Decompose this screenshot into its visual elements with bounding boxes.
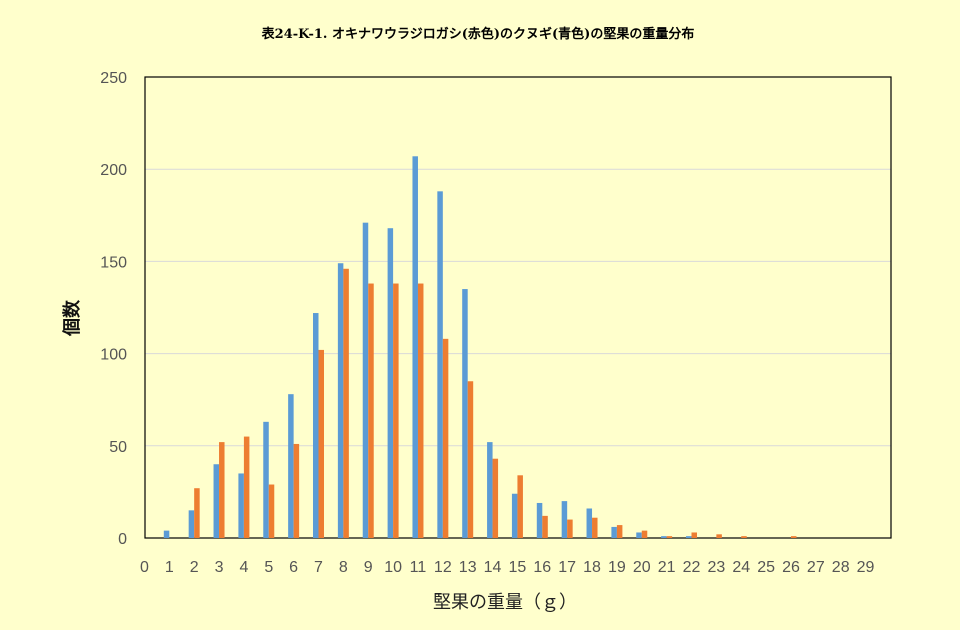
x-tick-label: 28 xyxy=(832,559,850,576)
bar-series-1-20 xyxy=(636,532,642,538)
bar-series-2-9 xyxy=(368,283,374,538)
bar-series-2-12 xyxy=(442,338,449,538)
bar-series-2-13 xyxy=(467,381,474,538)
x-tick-label: 1 xyxy=(165,559,174,576)
x-tick-label: 0 xyxy=(140,559,149,576)
bar-series-2-4 xyxy=(243,436,250,538)
grid-lines xyxy=(145,168,891,447)
bar-series-2-24 xyxy=(741,536,747,538)
bar-series-2-11 xyxy=(417,283,424,538)
x-tick-label: 27 xyxy=(807,559,825,576)
bar-series-2-8 xyxy=(343,268,349,538)
x-tick-label: 22 xyxy=(683,559,701,576)
y-tick-label: 150 xyxy=(100,254,127,271)
x-tick-label: 23 xyxy=(707,559,725,576)
bar-series-2-10 xyxy=(393,283,399,538)
y-tick-label: 250 xyxy=(100,70,127,87)
bars xyxy=(163,156,797,539)
bar-series-1-21 xyxy=(661,536,667,538)
bar-series-1-15 xyxy=(511,493,518,538)
bar-series-2-7 xyxy=(318,349,324,538)
bar-series-2-2 xyxy=(194,488,200,538)
x-tick-label: 10 xyxy=(384,559,402,576)
bar-series-2-19 xyxy=(616,525,623,538)
x-tick-label: 13 xyxy=(459,559,477,576)
bar-series-1-13 xyxy=(462,289,468,538)
bar-series-2-17 xyxy=(567,519,573,538)
x-tick-label: 5 xyxy=(264,559,273,576)
bar-series-1-7 xyxy=(313,313,319,538)
y-tick-label: 100 xyxy=(100,347,127,364)
bar-series-2-16 xyxy=(542,515,548,538)
y-tick-label: 0 xyxy=(118,531,127,548)
bar-series-2-21 xyxy=(666,536,673,538)
bar-series-1-5 xyxy=(263,421,269,538)
x-tick-label: 16 xyxy=(533,559,551,576)
x-tick-label: 17 xyxy=(558,559,576,576)
bar-series-1-14 xyxy=(487,442,493,538)
y-tick-label: 200 xyxy=(100,162,127,179)
bar-series-2-15 xyxy=(517,475,523,538)
bar-series-1-6 xyxy=(288,394,294,538)
x-tick-label: 21 xyxy=(658,559,676,576)
bar-series-1-1 xyxy=(163,530,170,538)
x-tick-label: 14 xyxy=(484,559,502,576)
plot-area xyxy=(144,76,892,539)
bar-series-2-23 xyxy=(716,534,722,538)
x-tick-label: 29 xyxy=(857,559,875,576)
x-tick-label: 8 xyxy=(339,559,348,576)
bar-series-1-3 xyxy=(213,464,220,538)
y-axis-label: 個数 xyxy=(61,299,83,337)
x-tick-label: 2 xyxy=(190,559,199,576)
bar-series-2-14 xyxy=(492,458,499,538)
x-tick-label: 11 xyxy=(410,559,427,576)
x-tick-label: 25 xyxy=(757,559,775,576)
chart-title: 表24-K-1. オキナワウラジロガシ(赤色)のクヌギ(青色)の堅果の重量分布 xyxy=(261,26,695,42)
x-tick-label: 6 xyxy=(289,559,298,576)
bar-series-1-8 xyxy=(337,263,344,538)
y-tick-label: 50 xyxy=(109,439,127,456)
x-tick-label: 19 xyxy=(608,559,626,576)
x-tick-label: 26 xyxy=(782,559,800,576)
x-tick-label: 15 xyxy=(509,559,527,576)
x-tick-label: 9 xyxy=(364,559,373,576)
bar-series-1-9 xyxy=(362,222,369,538)
bar-series-2-3 xyxy=(219,442,225,538)
y-axis-ticks: 0 50 100 150 200 250 xyxy=(100,70,127,548)
bar-series-1-2 xyxy=(188,510,195,538)
x-axis-label: 堅果の重量（ｇ） xyxy=(433,592,577,613)
bar-series-2-6 xyxy=(293,443,300,538)
x-tick-label: 4 xyxy=(239,559,248,576)
x-tick-label: 7 xyxy=(314,559,323,576)
bar-series-1-19 xyxy=(611,526,617,538)
bar-series-1-10 xyxy=(387,228,394,538)
bar-series-1-12 xyxy=(437,191,443,538)
x-tick-label: 18 xyxy=(583,559,601,576)
bar-series-2-26 xyxy=(790,536,797,538)
bar-series-1-4 xyxy=(238,473,244,538)
bar-series-2-22 xyxy=(691,532,697,538)
bar-series-2-18 xyxy=(592,517,598,538)
bar-series-1-17 xyxy=(561,501,568,538)
bar-series-1-11 xyxy=(412,156,418,539)
bar-series-1-16 xyxy=(536,502,543,538)
bar-series-2-20 xyxy=(641,530,648,538)
x-tick-label: 12 xyxy=(434,559,452,576)
x-tick-label: 24 xyxy=(732,559,750,576)
x-tick-label: 20 xyxy=(633,559,651,576)
x-axis-ticks: 0 1 2 3 4 5 6 7 8 9 10 11 12 13 14 15 16 17 18 19 20 21 22 23 24… xyxy=(140,559,875,576)
bar-series-1-22 xyxy=(686,536,692,538)
x-tick-label: 3 xyxy=(215,559,224,576)
bar-series-1-18 xyxy=(586,508,593,538)
bar-series-2-5 xyxy=(268,484,275,538)
